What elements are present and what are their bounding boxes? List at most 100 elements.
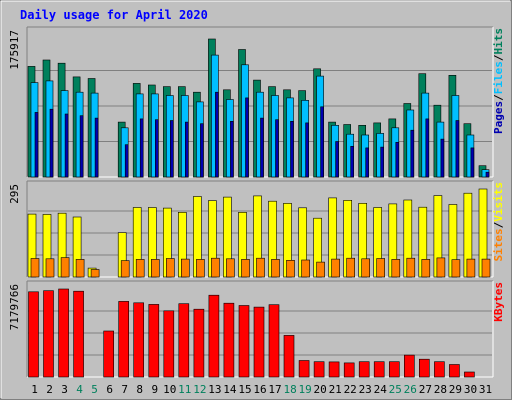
bar-kbytes-day-17 <box>268 304 280 378</box>
bar-kbytes-day-14 <box>223 302 235 378</box>
bar-pages-day-17 <box>275 119 279 178</box>
bar-sites-day-29 <box>451 259 461 278</box>
bar-kbytes-day-20 <box>313 361 325 378</box>
bar-pages-day-5 <box>94 117 99 178</box>
bar-sites-day-5 <box>90 269 100 278</box>
x-tick-label: 8 <box>136 383 143 396</box>
panels-layer: 175917 Pages/Files/Hits 295 Sites / Visits 717… <box>8 26 505 378</box>
bar-pages-day-29 <box>455 120 460 178</box>
legend-label-kbytes: KBytes <box>492 282 505 322</box>
x-tick-label: 26 <box>404 383 417 396</box>
bar-sites-day-10 <box>166 258 175 278</box>
bar-sites-day-26 <box>406 257 416 278</box>
legend-separator: / <box>492 54 505 61</box>
x-tick-label: 5 <box>91 383 98 396</box>
panel-hits: 175917 Pages/Files/Hits <box>8 26 505 178</box>
bar-kbytes-day-15 <box>238 305 250 378</box>
bar-pages-day-2 <box>49 108 54 178</box>
x-tick-label: 16 <box>253 383 266 396</box>
bar-pages-day-31 <box>485 171 490 178</box>
bar-sites-day-18 <box>286 259 295 278</box>
bar-sites-day-14 <box>226 258 235 278</box>
y-max-label-hits: 175917 <box>8 30 21 70</box>
x-tick-label: 22 <box>344 383 357 396</box>
bar-pages-day-20 <box>320 106 324 178</box>
chart-title: Daily usage for April 2020 <box>20 8 208 22</box>
bar-kbytes-day-23 <box>358 361 370 378</box>
bar-sites-day-23 <box>361 258 371 278</box>
x-tick-label: 23 <box>359 383 372 396</box>
bar-kbytes-day-13 <box>208 294 220 378</box>
bar-kbytes-day-21 <box>328 361 340 378</box>
bar-kbytes-day-12 <box>193 308 205 378</box>
bar-kbytes-day-11 <box>178 303 190 378</box>
bar-sites-day-15 <box>241 259 250 278</box>
legend-label-sites: Sites <box>492 228 505 261</box>
bar-sites-day-13 <box>211 257 220 278</box>
bar-kbytes-day-18 <box>283 335 295 378</box>
right-legend-kbytes: KBytes <box>492 282 505 322</box>
bar-sites-day-4 <box>75 259 85 278</box>
bar-pages-day-9 <box>155 119 159 178</box>
x-tick-label: 12 <box>193 383 206 396</box>
bar-pages-day-18 <box>290 121 294 178</box>
x-tick-label: 6 <box>106 383 113 396</box>
bar-sites-day-28 <box>436 257 446 278</box>
x-tick-label: 30 <box>464 383 477 396</box>
x-tick-label: 18 <box>283 383 296 396</box>
bar-pages-day-4 <box>79 115 84 178</box>
bar-sites-day-21 <box>331 258 340 278</box>
bar-sites-day-20 <box>316 261 325 278</box>
x-tick-label: 7 <box>121 383 128 396</box>
x-tick-label: 13 <box>208 383 221 396</box>
bar-sites-day-3 <box>60 257 70 278</box>
bar-sites-day-22 <box>346 257 356 278</box>
bar-pages-day-25 <box>395 142 400 178</box>
bar-pages-day-26 <box>410 129 415 178</box>
right-legend-hits: Pages/Files/Hits <box>492 28 505 134</box>
bar-kbytes-day-4 <box>73 290 84 378</box>
x-tick-label: 17 <box>268 383 281 396</box>
bar-kbytes-day-24 <box>373 361 385 378</box>
bar-sites-day-24 <box>376 258 386 278</box>
bar-kbytes-day-22 <box>343 362 355 378</box>
bar-kbytes-day-10 <box>163 310 175 378</box>
bar-pages-day-15 <box>245 97 249 178</box>
x-tick-label: 3 <box>61 383 68 396</box>
bar-pages-day-13 <box>215 91 219 178</box>
bar-kbytes-day-7 <box>118 301 129 378</box>
bar-kbytes-day-25 <box>388 361 400 378</box>
bar-kbytes-day-6 <box>103 330 114 378</box>
x-tick-label: 15 <box>238 383 251 396</box>
x-tick-label: 10 <box>163 383 176 396</box>
bar-kbytes-day-19 <box>298 360 310 378</box>
bar-pages-day-14 <box>230 121 234 178</box>
y-max-label-visits: 295 <box>8 184 21 204</box>
bar-kbytes-day-29 <box>449 364 460 378</box>
bar-pages-day-1 <box>34 112 39 178</box>
bar-pages-day-12 <box>200 123 204 178</box>
bar-kbytes-day-9 <box>148 304 160 378</box>
bar-sites-day-8 <box>135 259 145 278</box>
bar-sites-day-2 <box>45 258 55 278</box>
legend-label-files: Files <box>492 61 505 94</box>
bar-pages-day-11 <box>185 121 189 178</box>
bar-sites-day-12 <box>196 259 205 278</box>
x-tick-label: 24 <box>374 383 388 396</box>
bar-pages-day-3 <box>64 113 69 178</box>
bar-pages-day-7 <box>124 144 129 178</box>
bar-pages-day-21 <box>335 141 339 178</box>
bar-kbytes-day-3 <box>58 288 69 378</box>
x-tick-label: 25 <box>389 383 402 396</box>
legend-label-visits: Visits <box>492 182 505 222</box>
bar-kbytes-day-8 <box>133 302 144 378</box>
bar-sites-day-17 <box>271 259 280 278</box>
x-tick-label: 11 <box>178 383 191 396</box>
panel-kbytes: 7179766 KBytes <box>8 280 505 378</box>
x-tick-label: 29 <box>449 383 462 396</box>
bar-kbytes-day-1 <box>28 291 39 378</box>
bar-kbytes-day-28 <box>434 361 445 378</box>
bar-sites-day-30 <box>466 258 476 278</box>
legend-label-hits: Hits <box>492 28 505 55</box>
